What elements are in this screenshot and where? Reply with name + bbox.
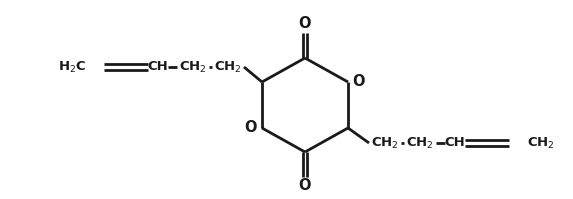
- Text: CH$_2$: CH$_2$: [527, 136, 555, 151]
- Text: CH$_2$: CH$_2$: [406, 136, 434, 151]
- Text: CH: CH: [445, 137, 465, 149]
- Text: CH: CH: [148, 60, 168, 73]
- Text: O: O: [353, 74, 365, 90]
- Text: O: O: [299, 179, 311, 193]
- Text: CH$_2$: CH$_2$: [371, 136, 399, 151]
- Text: O: O: [299, 17, 311, 31]
- Text: O: O: [245, 121, 257, 136]
- Text: H$_2$C: H$_2$C: [58, 60, 86, 75]
- Text: CH$_2$: CH$_2$: [214, 60, 242, 75]
- Text: CH$_2$: CH$_2$: [179, 60, 207, 75]
